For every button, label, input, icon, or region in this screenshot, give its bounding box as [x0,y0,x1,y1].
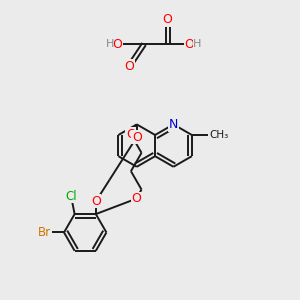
Text: O: O [132,130,142,144]
Text: N: N [169,118,178,131]
Text: O: O [126,128,136,141]
Text: O: O [184,38,194,50]
Text: O: O [91,195,101,208]
Text: Br: Br [38,226,51,239]
Text: Cl: Cl [66,190,77,203]
Text: O: O [124,60,134,73]
Text: H: H [106,39,114,49]
Text: O: O [113,38,122,50]
Text: CH₃: CH₃ [209,130,229,140]
Text: H: H [193,39,202,49]
Text: O: O [163,14,172,26]
Text: O: O [131,192,141,205]
